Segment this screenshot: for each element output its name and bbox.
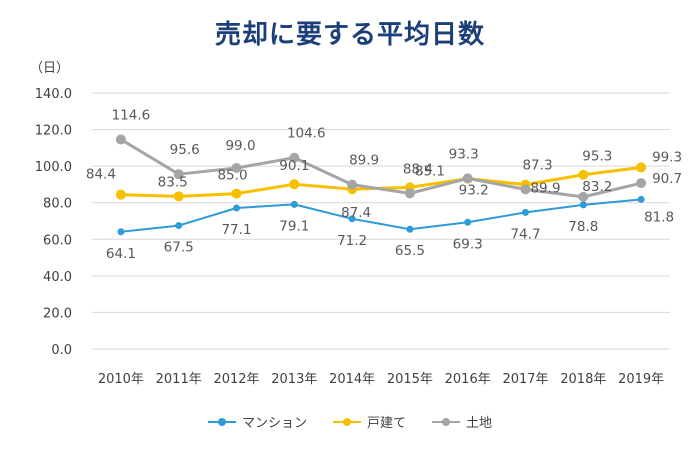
data-point bbox=[231, 188, 242, 199]
data-point bbox=[636, 178, 647, 189]
data-label: 84.4 bbox=[86, 167, 116, 183]
chart-title: 売却に要する平均日数 bbox=[214, 20, 485, 50]
x-tick-label: 2018年 bbox=[560, 372, 606, 387]
data-label: 85.0 bbox=[217, 168, 247, 184]
data-label: 71.2 bbox=[337, 233, 367, 249]
y-tick-label: 40.0 bbox=[43, 270, 72, 285]
legend-label: マンション bbox=[241, 416, 307, 431]
data-label: 95.6 bbox=[170, 142, 200, 158]
legend-swatch-icon bbox=[332, 416, 361, 428]
series-layer bbox=[115, 134, 647, 236]
data-point bbox=[406, 225, 414, 233]
data-label: 99.0 bbox=[225, 138, 255, 154]
series-line bbox=[120, 138, 642, 199]
data-label: 99.3 bbox=[652, 149, 682, 165]
y-tick-label: 100.0 bbox=[35, 160, 72, 175]
x-tick-label: 2013年 bbox=[271, 372, 317, 387]
data-point bbox=[522, 208, 529, 216]
data-point bbox=[404, 188, 415, 199]
y-axis-ticks: 0.0 20.0 40.0 60.0 80.0 100.0 120.0 140.0 bbox=[35, 87, 72, 358]
data-label: 85.1 bbox=[415, 163, 445, 179]
data-label: 87.4 bbox=[341, 205, 371, 221]
data-label: 79.1 bbox=[279, 218, 309, 234]
data-label: 67.5 bbox=[164, 240, 194, 256]
x-tick-label: 2014年 bbox=[329, 372, 375, 387]
legend-item-land: 土地 bbox=[432, 412, 492, 431]
data-point bbox=[115, 134, 126, 145]
data-label: 104.6 bbox=[287, 126, 326, 142]
legend-item-mansion: マンション bbox=[207, 412, 307, 431]
data-point bbox=[578, 191, 589, 202]
data-label: 90.7 bbox=[652, 171, 682, 187]
legend-item-detached-house: 戸建て bbox=[332, 412, 406, 431]
x-tick-label: 2010年 bbox=[98, 372, 144, 387]
data-label: 90.1 bbox=[279, 158, 309, 174]
data-label: 93.2 bbox=[459, 183, 489, 199]
legend-swatch-icon bbox=[207, 416, 236, 428]
data-label: 87.3 bbox=[522, 157, 552, 173]
x-axis-ticks: 2010年 2011年 2012年 2013年 2014年 2015年 2016年 2017年… bbox=[98, 372, 664, 387]
data-point bbox=[289, 179, 300, 190]
data-point bbox=[579, 201, 587, 209]
x-tick-label: 2015年 bbox=[387, 372, 433, 387]
data-label: 64.1 bbox=[106, 246, 136, 262]
legend-swatch-icon bbox=[432, 416, 460, 428]
x-tick-label: 2019年 bbox=[618, 372, 664, 387]
y-unit-label: （日） bbox=[30, 61, 69, 76]
data-point bbox=[348, 215, 356, 223]
x-tick-label: 2017年 bbox=[502, 372, 548, 387]
y-tick-label: 140.0 bbox=[35, 87, 72, 102]
data-label: 69.3 bbox=[453, 236, 483, 252]
data-point bbox=[520, 184, 531, 195]
data-label: 81.8 bbox=[644, 209, 674, 225]
data-label: 93.3 bbox=[449, 146, 479, 162]
data-point bbox=[578, 169, 589, 180]
y-tick-label: 120.0 bbox=[35, 124, 72, 139]
data-label: 78.8 bbox=[568, 219, 598, 235]
data-point bbox=[117, 228, 125, 236]
data-label: 83.5 bbox=[158, 174, 188, 190]
data-label: 74.7 bbox=[510, 226, 540, 242]
data-label: 89.9 bbox=[530, 181, 560, 197]
data-point bbox=[464, 218, 472, 226]
data-point bbox=[636, 162, 647, 173]
data-label: 114.6 bbox=[112, 107, 151, 123]
data-point bbox=[173, 191, 184, 202]
series-line bbox=[120, 198, 642, 233]
data-label: 89.9 bbox=[349, 153, 379, 169]
legend-label: 土地 bbox=[466, 416, 493, 431]
data-labels: 64.1 67.5 77.1 79.1 71.2 65.5 69.3 74.7 78.8 81.8… bbox=[86, 107, 682, 261]
data-point bbox=[290, 200, 298, 208]
data-label: 77.1 bbox=[221, 222, 251, 238]
data-point bbox=[115, 189, 126, 200]
data-point bbox=[637, 195, 645, 203]
data-label: 83.2 bbox=[582, 179, 612, 195]
data-label: 88.4 bbox=[403, 161, 433, 177]
data-point bbox=[462, 173, 473, 184]
data-point bbox=[173, 169, 184, 180]
data-point bbox=[175, 222, 183, 230]
x-tick-label: 2011年 bbox=[156, 372, 202, 387]
y-tick-label: 0.0 bbox=[51, 343, 72, 358]
gridlines bbox=[92, 92, 670, 350]
y-tick-label: 80.0 bbox=[43, 197, 72, 212]
legend: マンション 戸建て 土地 bbox=[0, 412, 700, 431]
x-tick-label: 2012年 bbox=[213, 372, 259, 387]
data-point bbox=[231, 162, 242, 173]
data-point bbox=[233, 204, 240, 212]
x-tick-label: 2016年 bbox=[445, 372, 491, 387]
y-tick-label: 60.0 bbox=[43, 233, 72, 248]
data-label: 95.3 bbox=[582, 149, 612, 165]
data-label: 65.5 bbox=[395, 243, 425, 259]
data-point bbox=[347, 179, 358, 190]
legend-label: 戸建て bbox=[366, 416, 406, 431]
data-point bbox=[289, 152, 300, 163]
y-tick-label: 20.0 bbox=[43, 306, 72, 321]
